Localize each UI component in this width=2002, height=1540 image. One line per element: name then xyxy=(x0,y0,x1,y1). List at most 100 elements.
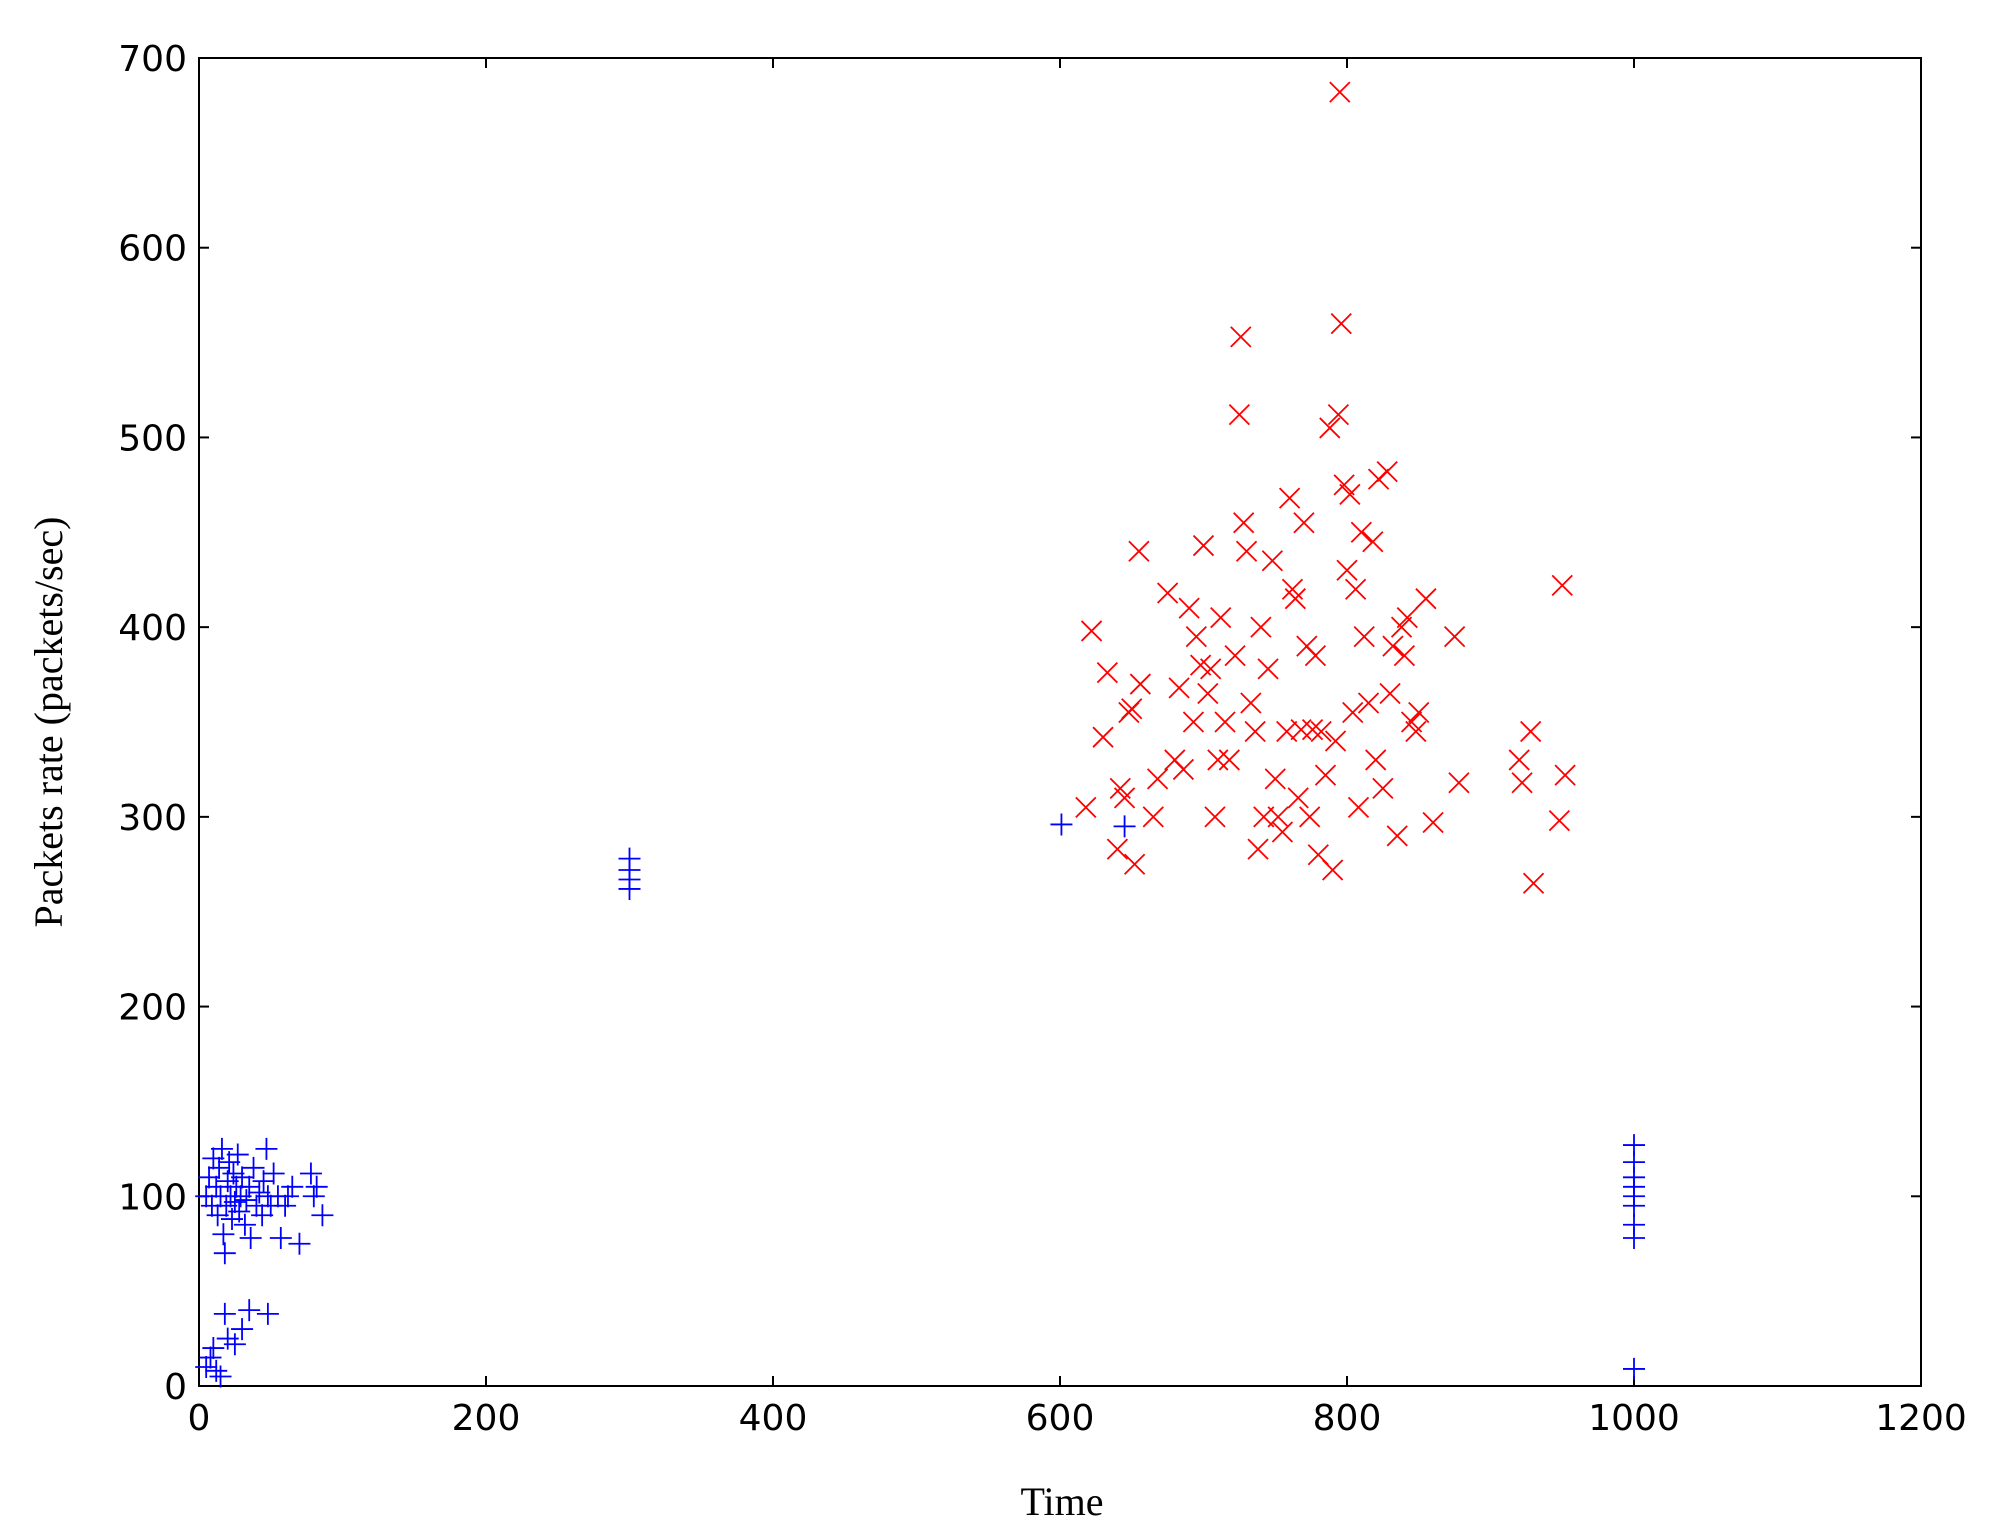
data-point xyxy=(1092,726,1114,748)
data-point xyxy=(1293,512,1315,534)
data-point xyxy=(1230,326,1252,348)
data-point xyxy=(1278,487,1301,509)
data-point xyxy=(1372,777,1394,800)
data-point xyxy=(1333,474,1355,496)
data-point xyxy=(1267,806,1289,828)
data-point xyxy=(229,1185,252,1208)
data-point xyxy=(1050,813,1073,836)
data-point xyxy=(1106,838,1129,860)
data-point xyxy=(210,1137,233,1160)
x-tick-label: 800 xyxy=(1313,1398,1382,1439)
data-point xyxy=(1327,404,1350,426)
data-point xyxy=(1324,730,1347,752)
data-point xyxy=(1342,701,1364,724)
data-point xyxy=(1393,644,1416,667)
data-point xyxy=(1347,796,1370,819)
data-point xyxy=(1362,531,1384,553)
data-point xyxy=(274,1194,297,1217)
data-point xyxy=(1247,838,1269,860)
data-point xyxy=(1365,749,1387,771)
data-point xyxy=(202,1337,225,1360)
data-point xyxy=(1329,81,1351,103)
y-tick-label: 300 xyxy=(118,798,187,839)
data-point xyxy=(1290,718,1312,741)
data-point xyxy=(1522,872,1545,894)
data-point xyxy=(276,1185,299,1208)
data-point xyxy=(208,1156,231,1179)
data-point xyxy=(215,1194,238,1217)
data-point xyxy=(223,1190,246,1213)
data-point xyxy=(1113,787,1136,809)
x-tick-label: 400 xyxy=(739,1398,808,1439)
data-point xyxy=(1350,521,1372,543)
data-point xyxy=(1408,701,1430,724)
data-point xyxy=(1207,749,1229,771)
x-tick-label: 1000 xyxy=(1588,1398,1680,1439)
data-point xyxy=(1096,662,1118,684)
data-point xyxy=(1244,720,1266,743)
data-point xyxy=(1185,625,1207,648)
data-point xyxy=(242,1156,265,1179)
data-point xyxy=(231,1318,254,1341)
data-point xyxy=(1548,810,1571,832)
data-point xyxy=(1448,772,1470,794)
data-point xyxy=(1128,540,1150,562)
data-point xyxy=(1319,417,1341,439)
data-point xyxy=(1339,483,1361,505)
data-point xyxy=(1396,607,1418,629)
data-point xyxy=(1304,644,1327,667)
data-point xyxy=(1218,749,1240,771)
data-point xyxy=(1520,720,1542,743)
data-point xyxy=(1390,616,1413,638)
y-tick-label: 200 xyxy=(118,988,187,1029)
data-point xyxy=(205,1175,228,1198)
data-point xyxy=(1204,806,1226,828)
data-point xyxy=(1415,588,1437,610)
data-point xyxy=(1210,607,1232,629)
y-tick-label: 700 xyxy=(118,39,187,80)
data-point xyxy=(1080,620,1103,642)
data-point xyxy=(1168,677,1190,699)
data-point xyxy=(205,1359,228,1382)
data-point xyxy=(255,1137,278,1160)
x-tick-label: 600 xyxy=(1026,1398,1095,1439)
data-point xyxy=(1554,764,1576,786)
data-point xyxy=(1422,811,1444,834)
data-point xyxy=(195,1356,218,1379)
data-point xyxy=(1310,720,1332,743)
data-point xyxy=(1376,460,1398,483)
data-point xyxy=(305,1175,328,1198)
data-point xyxy=(1123,853,1146,875)
data-point xyxy=(1146,768,1169,790)
data-point xyxy=(256,1302,279,1325)
data-point xyxy=(1299,806,1321,828)
data-point xyxy=(1121,698,1143,720)
data-point xyxy=(302,1185,325,1208)
data-point xyxy=(1287,787,1309,809)
data-point xyxy=(1386,825,1408,847)
data-point xyxy=(1129,673,1151,695)
data-point xyxy=(1156,582,1179,604)
data-point xyxy=(212,1223,235,1246)
data-point xyxy=(1228,404,1251,426)
data-point xyxy=(288,1232,311,1255)
data-point xyxy=(1276,720,1298,743)
data-point xyxy=(1261,550,1284,572)
data-point xyxy=(1330,312,1352,335)
data-point xyxy=(1214,711,1236,733)
data-point xyxy=(1200,658,1222,680)
data-point xyxy=(1197,682,1219,705)
data-point xyxy=(269,1227,292,1250)
data-point xyxy=(1382,635,1404,657)
data-point xyxy=(299,1162,322,1185)
data-point xyxy=(1075,796,1097,819)
data-point xyxy=(209,1365,232,1388)
y-tick-label: 500 xyxy=(118,418,187,459)
data-point xyxy=(281,1175,304,1198)
plot-frame xyxy=(198,57,1922,1387)
data-point xyxy=(1353,625,1375,648)
data-point xyxy=(1250,616,1272,638)
data-point xyxy=(1192,534,1215,557)
